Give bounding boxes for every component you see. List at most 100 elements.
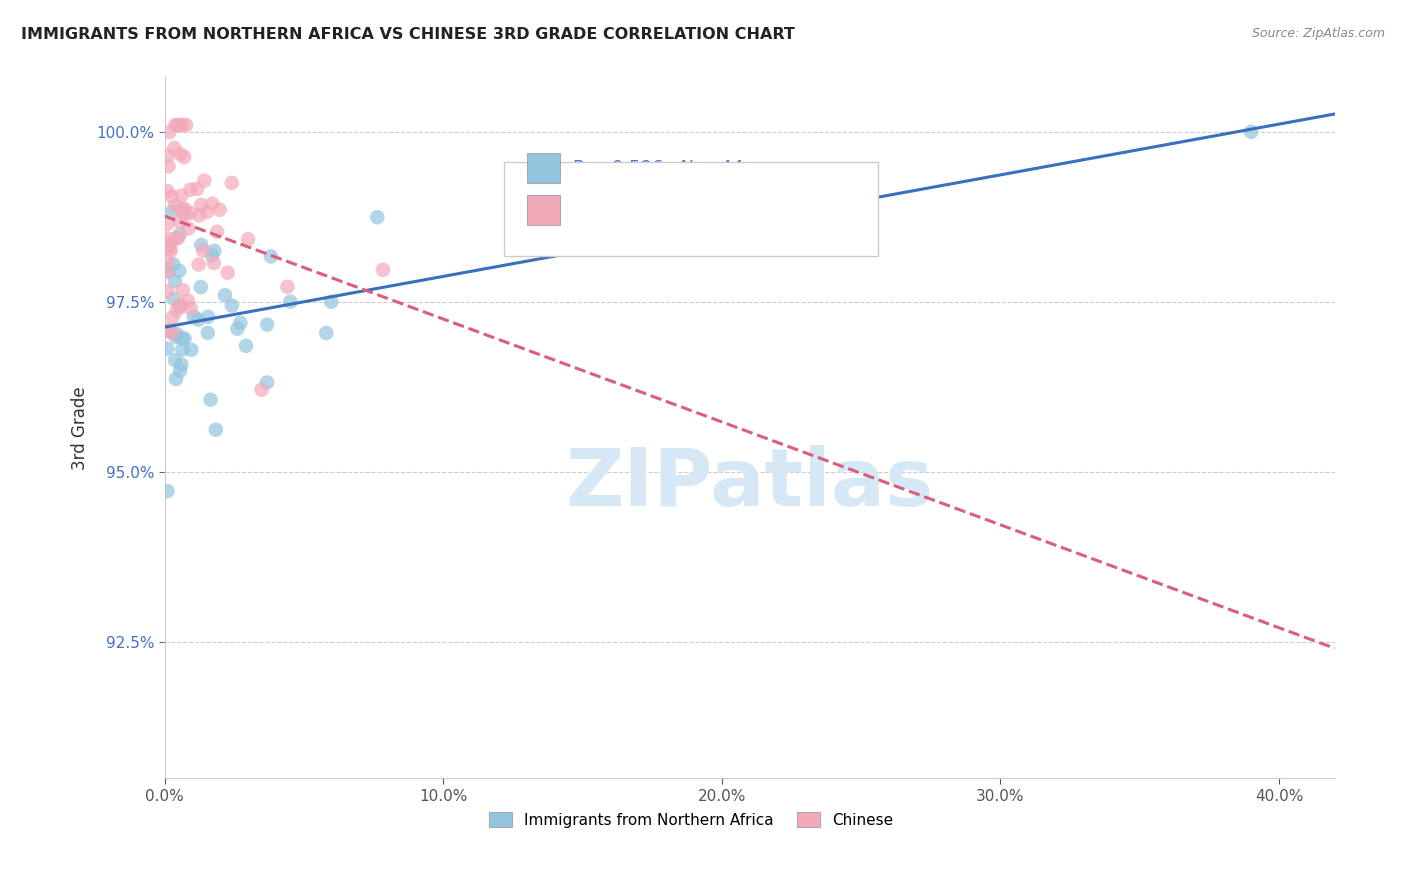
Point	[165, 274, 187, 288]
Point	[163, 141, 186, 155]
Point	[172, 283, 194, 297]
Point	[172, 343, 194, 357]
Point	[204, 423, 226, 437]
Point	[235, 339, 257, 353]
Point	[173, 202, 195, 216]
Point	[159, 244, 181, 258]
Point	[187, 258, 209, 272]
Point	[156, 285, 179, 299]
Point	[256, 318, 278, 332]
Point	[321, 294, 343, 309]
Point	[165, 118, 187, 132]
Point	[174, 208, 197, 222]
Point	[160, 235, 183, 250]
Point	[165, 372, 187, 386]
Point	[174, 118, 197, 132]
Point	[202, 244, 225, 258]
Point	[170, 358, 193, 372]
Point	[170, 118, 193, 132]
Point	[276, 280, 298, 294]
Point	[169, 264, 191, 278]
FancyBboxPatch shape	[503, 161, 879, 256]
Point	[177, 221, 200, 235]
Point	[180, 343, 202, 357]
Point	[260, 249, 283, 263]
Point	[170, 188, 193, 202]
Point	[156, 484, 179, 499]
Text: ZIPatlas: ZIPatlas	[565, 445, 934, 523]
Point	[166, 303, 188, 318]
Point	[169, 118, 191, 132]
Text: R = 0.139   N = 58: R = 0.139 N = 58	[574, 201, 744, 219]
Point	[166, 327, 188, 342]
Point	[156, 254, 179, 268]
Point	[160, 189, 183, 203]
Point	[157, 323, 180, 337]
Point	[169, 147, 191, 161]
Point	[179, 301, 201, 316]
FancyBboxPatch shape	[527, 153, 560, 183]
Point	[156, 184, 179, 198]
Point	[186, 182, 208, 196]
Point	[190, 280, 212, 294]
Point	[156, 217, 179, 231]
Point	[156, 265, 179, 279]
Point	[205, 225, 228, 239]
Point	[156, 342, 179, 356]
Point	[157, 125, 180, 139]
Point	[165, 330, 187, 344]
Point	[163, 292, 186, 306]
Point	[221, 299, 243, 313]
Point	[169, 364, 191, 378]
Point	[256, 376, 278, 390]
Point	[366, 210, 388, 224]
Point	[250, 383, 273, 397]
Point	[170, 202, 193, 216]
Point	[179, 183, 201, 197]
Point	[173, 332, 195, 346]
Point	[163, 199, 186, 213]
Point	[201, 248, 224, 262]
Point	[226, 322, 249, 336]
Point	[172, 332, 194, 346]
Point	[1240, 125, 1263, 139]
Point	[169, 300, 191, 314]
Point	[156, 264, 179, 278]
Point	[195, 205, 218, 219]
Text: Source: ZipAtlas.com: Source: ZipAtlas.com	[1251, 27, 1385, 40]
Point	[167, 231, 190, 245]
Point	[179, 206, 201, 220]
Point	[214, 288, 236, 302]
Point	[315, 326, 337, 340]
Point	[191, 244, 214, 258]
Legend: Immigrants from Northern Africa, Chinese: Immigrants from Northern Africa, Chinese	[484, 805, 900, 834]
Point	[173, 150, 195, 164]
Point	[200, 392, 222, 407]
Point	[160, 326, 183, 340]
Point	[163, 353, 186, 368]
Point	[157, 159, 180, 173]
Point	[217, 266, 239, 280]
Point	[197, 326, 219, 340]
Point	[236, 232, 259, 246]
Point	[166, 118, 188, 132]
Point	[166, 231, 188, 245]
Point	[162, 204, 184, 219]
Y-axis label: 3rd Grade: 3rd Grade	[72, 386, 89, 470]
Point	[169, 214, 191, 228]
Point	[183, 310, 205, 324]
Point	[159, 242, 181, 256]
Point	[156, 324, 179, 338]
FancyBboxPatch shape	[527, 195, 560, 225]
Point	[162, 257, 184, 271]
Point	[193, 173, 215, 187]
Point	[169, 227, 191, 242]
Point	[156, 239, 179, 253]
Point	[177, 293, 200, 308]
Point	[229, 316, 252, 330]
Text: IMMIGRANTS FROM NORTHERN AFRICA VS CHINESE 3RD GRADE CORRELATION CHART: IMMIGRANTS FROM NORTHERN AFRICA VS CHINE…	[21, 27, 794, 42]
Point	[208, 202, 231, 217]
Point	[167, 298, 190, 312]
Point	[197, 310, 219, 324]
Point	[202, 256, 225, 270]
